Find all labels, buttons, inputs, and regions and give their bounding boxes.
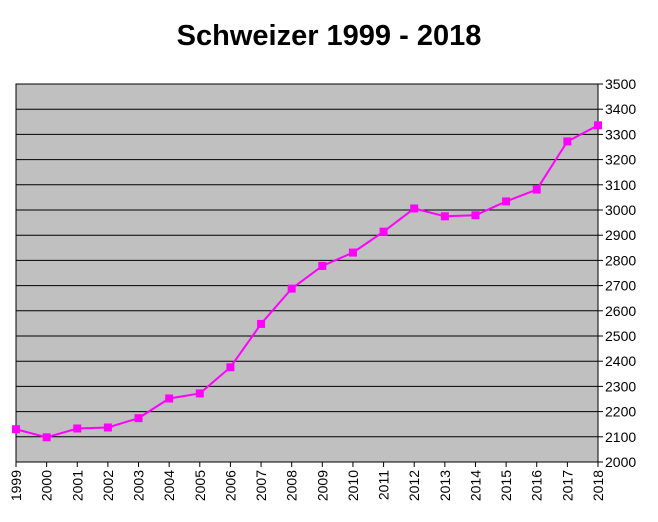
y-tick-label: 2900 bbox=[605, 227, 636, 243]
data-point-marker bbox=[103, 423, 112, 432]
x-tick-label: 2003 bbox=[131, 470, 147, 501]
y-tick-label: 3200 bbox=[605, 152, 636, 168]
data-point-marker bbox=[287, 284, 296, 293]
data-point-marker bbox=[42, 433, 51, 442]
y-tick-label: 2300 bbox=[605, 378, 636, 394]
data-point-marker bbox=[134, 414, 143, 423]
data-point-marker bbox=[440, 212, 449, 221]
y-tick-label: 2800 bbox=[605, 252, 636, 268]
data-point-marker bbox=[410, 204, 419, 213]
x-tick-label: 1999 bbox=[8, 470, 24, 501]
x-tick-label: 2012 bbox=[406, 470, 422, 501]
series-line bbox=[15, 124, 599, 439]
x-tick-label: 2001 bbox=[69, 470, 85, 501]
data-point-marker bbox=[12, 425, 20, 434]
x-tick-label: 2016 bbox=[529, 470, 545, 501]
x-tick-label: 2013 bbox=[437, 470, 453, 501]
y-tick-label: 3400 bbox=[605, 101, 636, 117]
x-tick-label: 2018 bbox=[590, 470, 606, 501]
data-point-marker bbox=[165, 394, 174, 403]
x-tick-label: 2015 bbox=[498, 470, 514, 501]
x-tick-label: 2017 bbox=[559, 470, 575, 501]
y-tick-label: 2600 bbox=[605, 303, 636, 319]
x-tick-label: 2014 bbox=[467, 470, 483, 501]
y-tick-label: 2200 bbox=[605, 404, 636, 420]
data-point-marker bbox=[73, 424, 82, 433]
y-tick-label: 2700 bbox=[605, 278, 636, 294]
data-point-marker bbox=[563, 137, 572, 146]
x-tick-label: 2004 bbox=[161, 470, 177, 501]
x-tick-label: 2008 bbox=[284, 470, 300, 501]
y-tick-label: 2100 bbox=[605, 429, 636, 445]
data-point-marker bbox=[226, 363, 235, 372]
data-point-marker bbox=[257, 319, 266, 328]
data-point-marker bbox=[195, 389, 204, 398]
data-point-marker bbox=[502, 197, 511, 206]
x-tick-label: 2009 bbox=[314, 470, 330, 501]
x-tick-label: 2010 bbox=[345, 470, 361, 501]
y-tick-label: 2500 bbox=[605, 328, 636, 344]
y-axis: 2000 2100 2200 2300 2400 2500 2600 2700 2800 2900… bbox=[598, 76, 636, 470]
y-tick-label: 3300 bbox=[605, 126, 636, 142]
chart-title: Schweizer 1999 - 2018 bbox=[176, 20, 482, 52]
x-tick-label: 2007 bbox=[253, 470, 269, 501]
data-point-marker bbox=[379, 227, 388, 236]
y-tick-label: 2000 bbox=[605, 454, 636, 470]
data-point-marker bbox=[532, 185, 541, 194]
data-point-marker bbox=[348, 248, 357, 257]
y-tick-label: 3000 bbox=[605, 202, 636, 218]
x-tick-label: 2011 bbox=[376, 470, 392, 500]
x-tick-label: 2000 bbox=[39, 470, 55, 501]
gridlines bbox=[16, 83, 598, 463]
data-point-marker bbox=[471, 211, 480, 220]
y-tick-label: 2400 bbox=[605, 353, 636, 369]
x-tick-label: 2005 bbox=[192, 470, 208, 501]
series bbox=[12, 121, 602, 442]
y-tick-label: 3500 bbox=[605, 76, 636, 92]
y-tick-label: 3100 bbox=[605, 177, 636, 193]
x-axis: 1999 2000 2001 2002 2003 2004 2005 2006 2007 2008… bbox=[8, 462, 606, 501]
x-tick-label: 2006 bbox=[222, 470, 238, 501]
data-point-marker bbox=[318, 261, 327, 270]
data-point-marker bbox=[594, 121, 602, 130]
plot-area bbox=[15, 83, 599, 463]
x-tick-label: 2002 bbox=[100, 470, 116, 501]
